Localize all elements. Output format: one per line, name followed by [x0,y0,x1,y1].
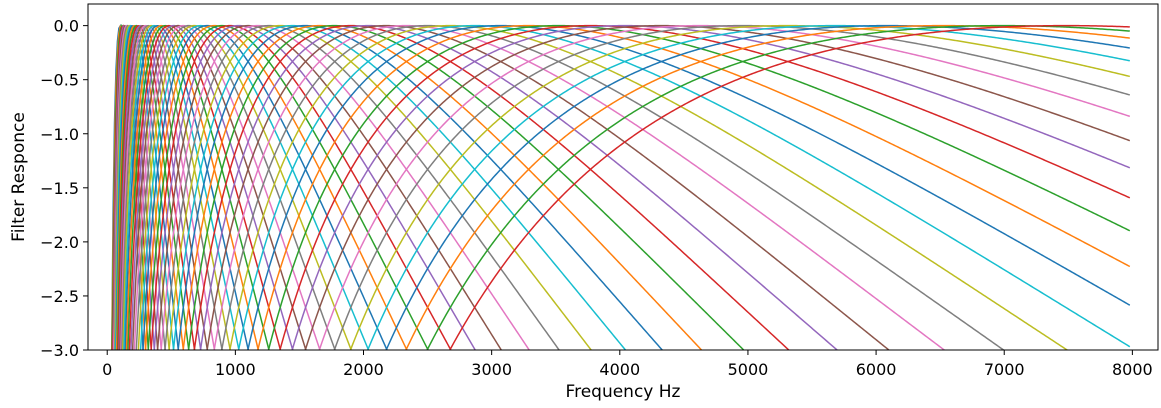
y-tick-label: −3.0 [40,341,79,360]
filter-response-line [448,24,1130,350]
filter-response-line [135,24,336,350]
filter-response-line [144,24,408,350]
filter-response-line [150,24,452,350]
x-tick-label: 5000 [728,360,769,379]
filter-response-line [206,24,891,350]
filter-response-line [164,24,561,350]
filter-response-line [385,24,1130,350]
filter-response-line [182,24,703,350]
x-axis-label: Frequency Hz [566,382,681,402]
x-tick-label: 7000 [984,360,1025,379]
filter-response-line [130,24,294,350]
filter-response-line [426,24,1130,350]
x-tick-label: 0 [102,360,112,379]
filter-response-line [237,24,1131,350]
filter-response-line [304,24,1131,350]
series-layer [111,23,1131,350]
ticks-layer: 0 1000 2000 3000 4000 5000 6000 7000 8000 0.0 −0.5… [40,17,1153,379]
filter-response-line [177,24,664,350]
filter-response-line [127,24,270,350]
filter-response-line [160,24,531,350]
filter-response-line [193,24,790,350]
filter-response-line [279,24,1131,350]
filter-response-line [267,24,1131,350]
filter-response-line [172,24,627,350]
x-tick-label: 3000 [471,360,512,379]
y-tick-label: −1.5 [40,179,79,198]
y-tick-label: −2.0 [40,233,79,252]
filter-response-line [137,24,352,350]
y-axis-label: Filter Responce [9,112,29,242]
filter-response-line [142,24,388,350]
filter-response-line [213,24,946,350]
filter-response-line [349,24,1130,350]
filter-response-line [257,24,1131,350]
filter-response-line [220,24,1005,350]
filter-response-line [333,24,1131,350]
y-tick-label: −1.0 [40,125,79,144]
filter-response-line [318,24,1131,350]
x-tick-label: 6000 [856,360,897,379]
filter-response-line [199,24,839,350]
filter-response-line [128,24,282,350]
x-tick-label: 2000 [343,360,384,379]
filter-response-line [291,24,1131,350]
plot-frame [87,3,1159,351]
y-tick-label: 0.0 [54,17,79,36]
filter-response-line [153,24,477,350]
filter-response-line [139,24,370,350]
y-tick-label: −2.5 [40,287,79,306]
x-tick-label: 1000 [215,360,256,379]
filter-response-line [131,24,307,350]
filter-response-line [229,24,1069,350]
y-tick-label: −0.5 [40,71,79,90]
filter-response-line [247,24,1131,350]
filter-response-line [133,24,321,350]
x-tick-label: 8000 [1112,360,1153,379]
filter-response-line [187,24,745,350]
x-tick-label: 4000 [599,360,640,379]
filter-response-line [147,24,429,350]
filter-response-line [156,24,503,350]
filter-response-line [366,24,1130,350]
filter-response-line [168,24,593,350]
